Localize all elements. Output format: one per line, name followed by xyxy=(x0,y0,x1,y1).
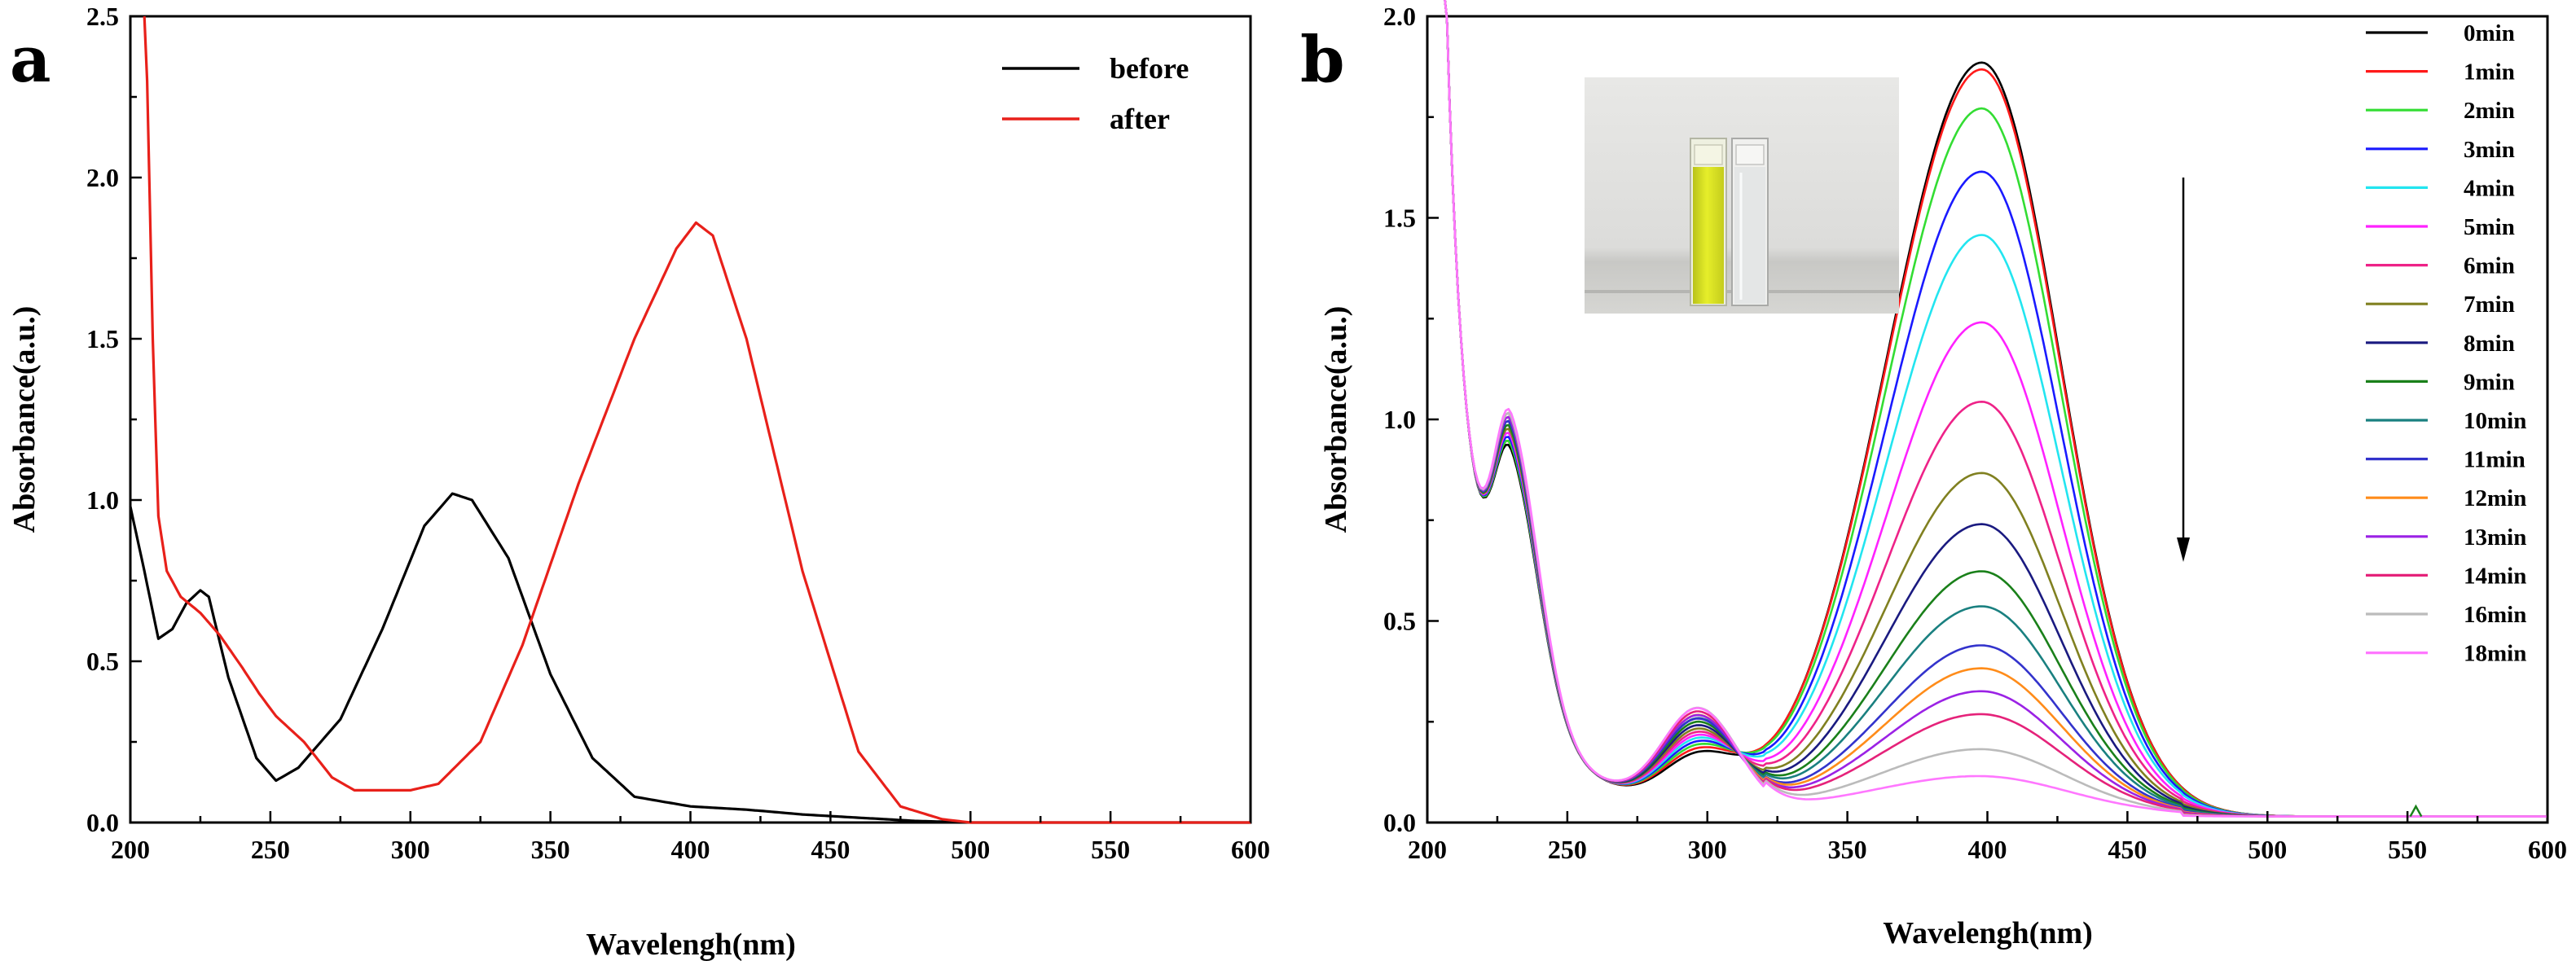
series-line-before xyxy=(129,492,1251,824)
legend-label: 3min xyxy=(2464,137,2515,163)
legend-label: 5min xyxy=(2464,214,2515,240)
x-tick-label: 300 xyxy=(1688,835,1727,864)
panel-b-series xyxy=(1444,0,2547,818)
legend-label: 13min xyxy=(2464,524,2526,551)
series-line-18min xyxy=(1444,0,2547,818)
spike-artifact xyxy=(2409,804,2423,818)
y-tick-label: 1.0 xyxy=(86,485,119,515)
x-tick-label: 450 xyxy=(811,835,850,864)
panel-b-y-axis-title: Absorbance(a.u.) xyxy=(1319,306,1353,533)
series-line-after xyxy=(143,15,1251,824)
panel-a-ticks: 200 250 300 350 400 450 500 550 600 0.0 0.5 1.0 1.5 2… xyxy=(86,2,1270,864)
x-tick-label: 300 xyxy=(391,835,430,864)
y-tick-label: 0.5 xyxy=(1383,607,1416,636)
x-tick-label: 600 xyxy=(2528,835,2567,864)
x-tick-label: 600 xyxy=(1231,835,1270,864)
legend-label: 2min xyxy=(2464,98,2515,124)
x-tick-label: 500 xyxy=(2248,835,2287,864)
y-tick-label: 0.0 xyxy=(1383,808,1416,837)
panel-a-label: a xyxy=(10,23,51,97)
x-tick-label: 350 xyxy=(531,835,570,864)
panel-a-y-axis-title: Absorbance(a.u.) xyxy=(7,306,42,533)
legend-label: 10min xyxy=(2464,408,2526,434)
legend-label: 1min xyxy=(2464,59,2515,86)
y-tick-label: 1.5 xyxy=(86,324,119,353)
legend-label: 6min xyxy=(2464,253,2515,279)
legend-label: 4min xyxy=(2464,175,2515,201)
y-tick-label: 1.5 xyxy=(1383,204,1416,233)
cuvette-photo-inset xyxy=(1585,77,1899,314)
panel-b-x-axis-title: Wavelengh(nm) xyxy=(1883,916,2093,950)
panel-a-plot-frame xyxy=(129,15,1252,824)
x-tick-label: 200 xyxy=(1408,835,1447,864)
y-tick-label: 2.0 xyxy=(86,163,119,192)
x-tick-label: 550 xyxy=(2388,835,2427,864)
y-tick-label: 2.5 xyxy=(86,2,119,31)
y-tick-label: 0.5 xyxy=(86,647,119,676)
legend-label: 11min xyxy=(2464,447,2525,473)
x-tick-label: 400 xyxy=(1968,835,2007,864)
y-tick-label: 2.0 xyxy=(1383,2,1416,31)
legend-label: before xyxy=(1110,52,1189,85)
x-tick-label: 500 xyxy=(951,835,990,864)
y-tick-label: 1.0 xyxy=(1383,405,1416,434)
panel-b-label: b xyxy=(1300,23,1345,97)
y-tick-label: 0.0 xyxy=(86,808,119,837)
panel-a-legend: before after xyxy=(1002,52,1189,135)
legend-label: 12min xyxy=(2464,485,2526,511)
x-tick-label: 350 xyxy=(1828,835,1867,864)
legend-label: 18min xyxy=(2464,641,2526,667)
x-tick-label: 250 xyxy=(1548,835,1587,864)
panel-a-x-axis-title: Wavelengh(nm) xyxy=(586,928,796,962)
legend-label: 16min xyxy=(2464,602,2526,628)
legend-label: 7min xyxy=(2464,292,2515,318)
legend-label: 8min xyxy=(2464,331,2515,357)
legend-label: 14min xyxy=(2464,563,2526,589)
x-tick-label: 250 xyxy=(251,835,290,864)
x-tick-label: 450 xyxy=(2108,835,2147,864)
panel-b-ticks: 200 250 300 350 400 450 500 550 600 0.0 0.5 1.0 1.5 2… xyxy=(1383,2,2567,864)
decrease-arrow xyxy=(2177,178,2190,562)
x-tick-label: 200 xyxy=(111,835,150,864)
legend-label: 0min xyxy=(2464,20,2515,46)
panel-a: a 200 250 300 350 400 450 500 550 600 0.0 0.5 1.0 1.… xyxy=(7,2,1270,962)
legend-label: 9min xyxy=(2464,369,2515,395)
panel-b: b 200 250 300 350 400 450 500 550 600 0.0 0.5 1.0 1.… xyxy=(1300,0,2567,950)
x-tick-label: 550 xyxy=(1091,835,1130,864)
panel-b-legend: 0min 1min 2min 3min 4min 5min 6min 7min 8min 9min… xyxy=(2366,20,2526,667)
legend-label: after xyxy=(1110,103,1170,135)
x-tick-label: 400 xyxy=(671,835,710,864)
panel-a-series xyxy=(129,15,1251,824)
